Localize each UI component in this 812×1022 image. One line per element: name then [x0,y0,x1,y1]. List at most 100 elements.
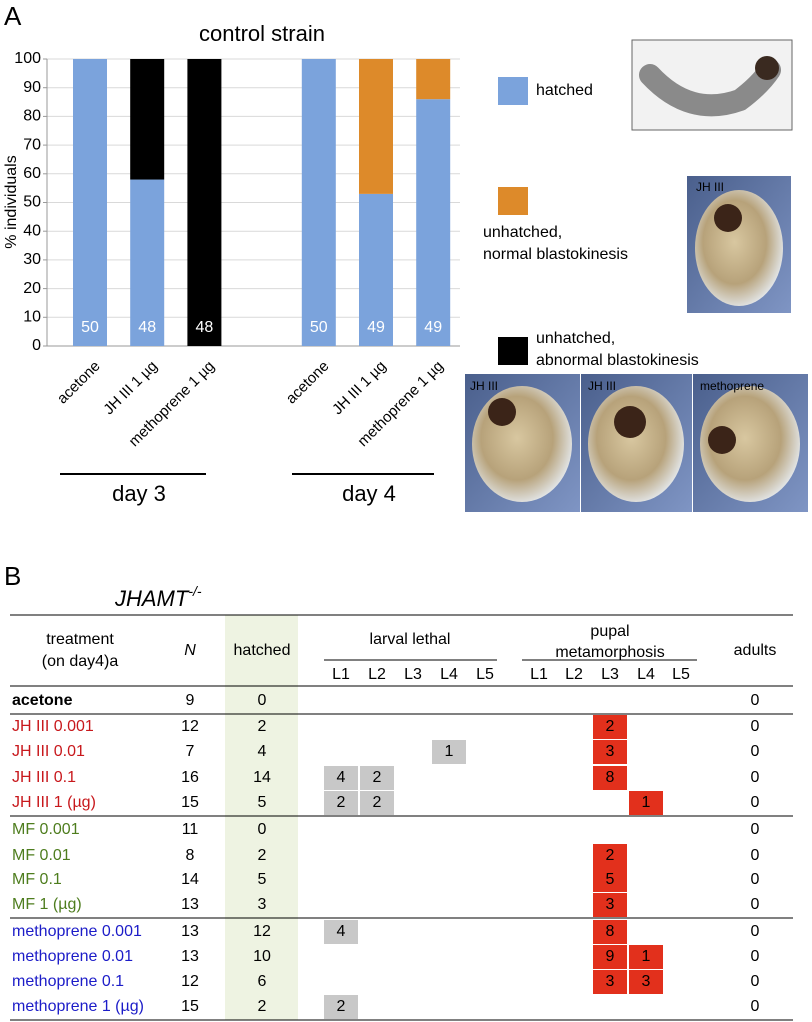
stage-header: L4 [637,666,655,683]
n-label: 50 [310,319,328,336]
cell: 2 [606,847,615,864]
cell: 3 [606,743,615,760]
photo [465,374,580,512]
cell: 15 [181,794,199,811]
cell: 4 [258,743,267,760]
cell: 14 [253,769,271,786]
larval-cell [432,740,466,764]
legend-label: hatched [536,82,593,99]
treatment: methoprene 0.1 [12,973,124,990]
cell: 0 [258,821,267,838]
pupal-cell [629,791,663,815]
bar-segment [416,99,451,347]
y-axis-label: % individuals [3,155,20,248]
panel-label: A [4,1,22,31]
stage-header: L3 [404,666,422,683]
column-header: (on day4)a [42,653,119,670]
cell: 0 [751,973,760,990]
bar-segment [301,59,336,346]
cell: 0 [751,948,760,965]
panel-label: B [4,561,21,591]
cell: 0 [751,821,760,838]
cell: 0 [751,794,760,811]
cell: 15 [181,998,199,1015]
larval-cell [324,766,358,790]
treatment: acetone [12,692,73,709]
x-tick-label: JH III 1 µg [100,358,161,419]
larval-cell [324,791,358,815]
stage-header: L3 [601,666,619,683]
cell: 0 [751,718,760,735]
cell: 3 [642,973,651,990]
cell: 5 [258,871,267,888]
cell: 16 [181,769,199,786]
cell: 4 [337,923,346,940]
cell: 3 [258,896,267,913]
cell: 0 [751,769,760,786]
y-tick-label: 50 [23,194,41,211]
column-header: metamorphosis [555,644,664,661]
cell: 7 [186,743,195,760]
stage-header: L2 [368,666,386,683]
column-header: pupal [590,623,629,640]
n-label: 49 [367,319,385,336]
column-header: adults [734,642,777,659]
cell: 1 [445,743,454,760]
cell: 12 [181,718,199,735]
cell: 1 [642,948,651,965]
cell: 13 [181,948,199,965]
x-tick-label: acetone [54,358,104,408]
treatment: methoprene 0.001 [12,923,142,940]
larval-cell [324,995,358,1019]
stage-header: L5 [672,666,690,683]
genotype-sup: -/- [188,583,202,599]
photo [687,176,791,313]
n-label: 50 [81,319,99,336]
cell: 9 [186,692,195,709]
cell: 5 [258,794,267,811]
cell: 0 [751,847,760,864]
cell: 8 [606,923,615,940]
y-tick-label: 70 [23,136,41,153]
photo [581,374,692,512]
chart-title: control strain [199,21,325,46]
pupal-cell [593,844,627,868]
treatment: JH III 1 (µg) [12,794,96,811]
y-tick-label: 90 [23,79,41,96]
y-tick-label: 20 [23,280,41,297]
y-tick-label: 100 [14,50,41,67]
treatment: JH III 0.01 [12,743,85,760]
pupal-cell [593,893,627,917]
cell: 0 [751,998,760,1015]
treatment: methoprene 1 (µg) [12,998,144,1015]
stage-header: L2 [565,666,583,683]
genotype: JHAMT [114,586,190,611]
bar-segment [359,59,393,194]
cell: 11 [182,821,199,838]
pupal-cell [629,970,663,994]
bar-segment [73,59,107,346]
cell: 8 [186,847,195,864]
cell: 12 [181,973,199,990]
cell: 3 [606,896,615,913]
photo-label: methoprene [700,379,764,393]
stage-header: L4 [440,666,458,683]
cell: 0 [751,871,760,888]
cell: 1 [642,794,651,811]
cell: 6 [258,973,267,990]
photo-label: JH III [588,379,616,393]
photo [631,39,793,131]
cell: 2 [373,794,382,811]
bar-segment [130,179,165,346]
x-tick-label: JH III 1 µg [329,358,390,419]
pupal-cell [593,920,627,944]
column-header: hatched [234,642,291,659]
bar-segment [359,193,393,346]
larval-cell [324,920,358,944]
treatment: MF 0.1 [12,871,62,888]
legend-swatch [498,77,528,105]
cell: 4 [337,769,346,786]
cell: 0 [751,896,760,913]
